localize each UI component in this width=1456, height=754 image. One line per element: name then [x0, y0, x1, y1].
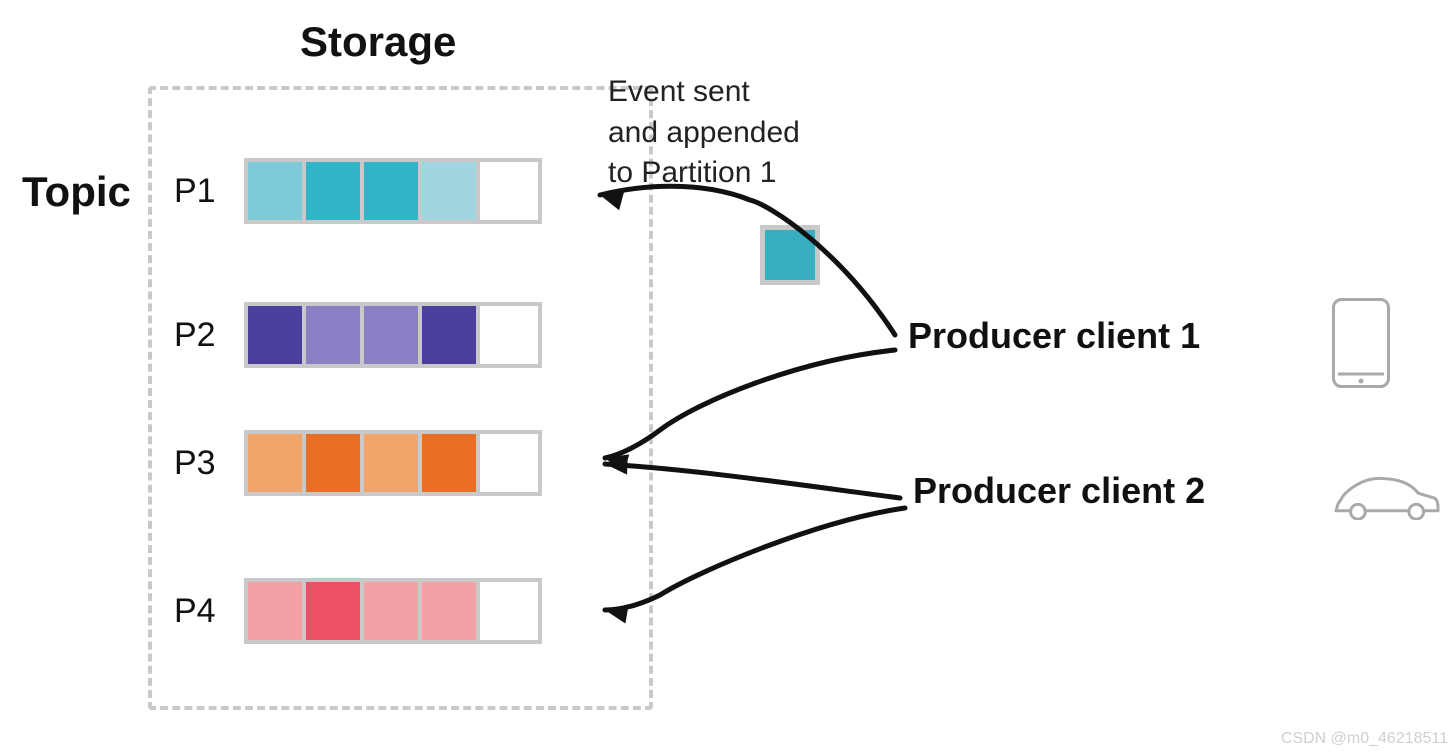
partition-block	[248, 306, 306, 364]
partition-block	[422, 162, 480, 220]
partition-row-1: P1	[174, 158, 542, 224]
partition-label: P2	[174, 316, 224, 355]
partition-block	[422, 306, 480, 364]
partition-label: P3	[174, 444, 224, 483]
partition-block	[422, 582, 480, 640]
partition-block	[248, 162, 306, 220]
partition-block	[306, 162, 364, 220]
partition-block	[248, 582, 306, 640]
producer-client-2-label: Producer client 2	[913, 470, 1205, 512]
phone-icon	[1332, 298, 1390, 388]
watermark: CSDN @m0_46218511	[1281, 730, 1448, 748]
producer-client-1-label: Producer client 1	[908, 315, 1200, 357]
partition-blocks	[244, 430, 542, 496]
partition-row-3: P3	[174, 430, 542, 496]
partition-block	[306, 582, 364, 640]
partition-block	[248, 434, 306, 492]
partition-block	[364, 306, 422, 364]
partition-blocks	[244, 302, 542, 368]
event-box	[760, 225, 820, 285]
partition-blocks	[244, 578, 542, 644]
partition-block	[422, 434, 480, 492]
partition-block	[306, 434, 364, 492]
storage-title: Storage	[300, 18, 456, 66]
partition-row-4: P4	[174, 578, 542, 644]
diagram-canvas: Storage Topic P4 P3 P2 P1 Event sentand app…	[0, 0, 1456, 754]
partition-blocks	[244, 158, 542, 224]
car-icon	[1332, 474, 1440, 520]
partition-block	[480, 434, 538, 492]
event-caption: Event sentand appendedto Partition 1	[608, 72, 800, 194]
partition-block	[364, 434, 422, 492]
partition-block	[306, 306, 364, 364]
partition-label: P4	[174, 592, 224, 631]
partition-block	[480, 306, 538, 364]
topic-label: Topic	[22, 168, 131, 216]
partition-block	[364, 582, 422, 640]
partition-block	[480, 162, 538, 220]
partition-label: P1	[174, 172, 224, 211]
partition-block	[364, 162, 422, 220]
partition-block	[480, 582, 538, 640]
partition-row-2: P2	[174, 302, 542, 368]
